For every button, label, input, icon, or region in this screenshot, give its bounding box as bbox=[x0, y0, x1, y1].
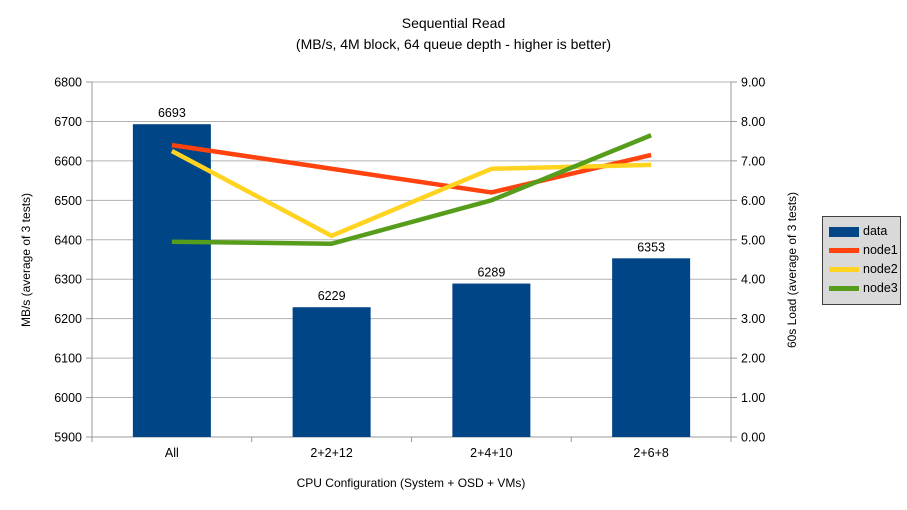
left-axis-tick-label: 6600 bbox=[54, 154, 82, 168]
right-axis-tick-label: 5.00 bbox=[741, 233, 765, 247]
legend-swatch-node3 bbox=[829, 286, 859, 291]
right-axis-tick-label: 8.00 bbox=[741, 115, 765, 129]
legend-label: node3 bbox=[863, 281, 898, 295]
legend: data node1 node2 node3 bbox=[822, 216, 901, 305]
bar-2+2+12 bbox=[292, 307, 371, 437]
left-axis-tick-label: 6500 bbox=[54, 194, 82, 208]
bar-2+6+8 bbox=[612, 258, 691, 437]
right-axis-tick-label: 0.00 bbox=[741, 431, 765, 445]
bar-2+4+10 bbox=[452, 283, 531, 437]
legend-label: node2 bbox=[863, 262, 898, 276]
legend-swatch-data bbox=[829, 226, 859, 237]
chart-subtitle: (MB/s, 4M block, 64 queue depth - higher… bbox=[295, 36, 612, 52]
right-axis-tick-label: 4.00 bbox=[741, 273, 765, 287]
right-axis-tick-label: 7.00 bbox=[741, 154, 765, 168]
legend-swatch-node2 bbox=[829, 267, 859, 272]
left-axis-tick-label: 6700 bbox=[54, 115, 82, 129]
left-axis-tick-label: 6200 bbox=[54, 312, 82, 326]
right-axis-tick-label: 2.00 bbox=[741, 352, 765, 366]
left-axis-tick-label: 6000 bbox=[54, 391, 82, 405]
x-category-label: 2+6+8 bbox=[633, 446, 669, 460]
left-axis-tick-label: 6400 bbox=[54, 233, 82, 247]
x-category-label: 2+4+10 bbox=[470, 446, 512, 460]
legend-item-node1: node1 bbox=[829, 241, 898, 260]
legend-item-node2: node2 bbox=[829, 260, 898, 279]
line-series-node3 bbox=[171, 133, 652, 246]
left-axis-tick-label: 6300 bbox=[54, 273, 82, 287]
right-axis-tick-label: 3.00 bbox=[741, 312, 765, 326]
line-series-node1 bbox=[171, 142, 652, 195]
bar-value-label: 6229 bbox=[318, 289, 346, 303]
legend-item-node3: node3 bbox=[829, 279, 898, 298]
bar-value-label: 6289 bbox=[477, 266, 505, 280]
chart-title-block: Sequential Read (MB/s, 4M block, 64 queu… bbox=[0, 13, 907, 55]
legend-swatch-node1 bbox=[829, 248, 859, 253]
chart-title: Sequential Read bbox=[401, 15, 506, 31]
legend-label: node1 bbox=[863, 243, 898, 257]
legend-item-data: data bbox=[829, 222, 894, 241]
left-axis-tick-label: 5900 bbox=[54, 431, 82, 445]
left-axis-tick-label: 6100 bbox=[54, 352, 82, 366]
bar-All bbox=[132, 124, 211, 437]
x-axis-title: CPU Configuration (System + OSD + VMs) bbox=[296, 476, 526, 490]
legend-label: data bbox=[863, 224, 888, 238]
x-category-label: All bbox=[165, 446, 179, 460]
right-axis-tick-label: 6.00 bbox=[741, 194, 765, 208]
right-axis-tick-label: 9.00 bbox=[741, 76, 765, 90]
bar-value-label: 6353 bbox=[637, 240, 665, 254]
bar-value-label: 6693 bbox=[158, 106, 186, 120]
left-axis-tick-label: 6800 bbox=[54, 76, 82, 90]
right-axis-tick-label: 1.00 bbox=[741, 391, 765, 405]
x-category-label: 2+2+12 bbox=[310, 446, 352, 460]
